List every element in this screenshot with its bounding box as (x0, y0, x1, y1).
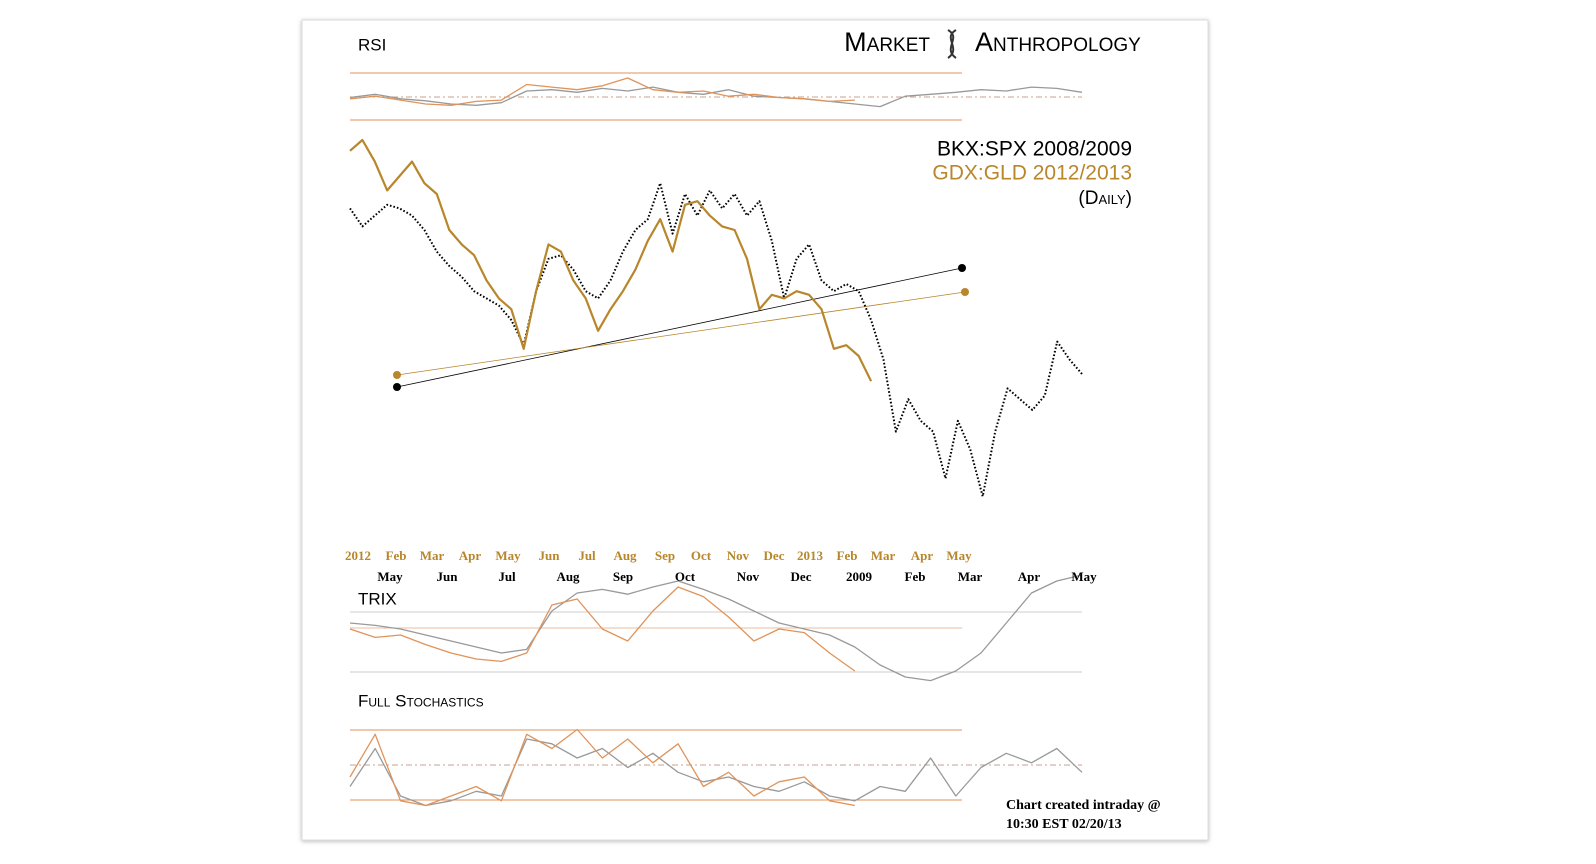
brand: Anthropology (975, 27, 1141, 57)
series-line (349, 182, 1083, 498)
x-tick-label: May (377, 569, 403, 584)
x-tick-label: Feb (837, 548, 858, 563)
note: Chart created intraday @ (1006, 798, 1161, 813)
x-tick-label: May (495, 548, 521, 563)
x-tick-label: Aug (556, 569, 580, 584)
legend-entry: GDX:GLD 2012/2013 (932, 162, 1132, 185)
legend-entry: BKX:SPX 2008/2009 (937, 138, 1132, 161)
panel-title: TRIX (358, 589, 397, 608)
x-tick-label: Mar (871, 548, 896, 563)
panel-title: RSI (358, 35, 386, 54)
x-tick-label: Apr (459, 548, 482, 563)
x-tick-label: Feb (905, 569, 926, 584)
series-line (349, 77, 855, 106)
panel-title: Full Stochastics (358, 691, 484, 710)
series-line (349, 586, 856, 672)
x-tick-label: Oct (691, 548, 712, 563)
x-tick-label: May (946, 548, 972, 563)
x-tick-label: Mar (958, 569, 983, 584)
annotation: (Daily) (1078, 188, 1132, 209)
series-line (349, 728, 855, 807)
x-tick-label: Apr (1018, 569, 1041, 584)
x-tick-label: Sep (655, 548, 675, 563)
frame (301, 19, 1209, 841)
note: 10:30 EST 02/20/13 (1006, 817, 1122, 832)
x-tick-label: 2013 (797, 548, 824, 563)
x-tick-label: Jul (498, 569, 516, 584)
x-tick-label: Jul (578, 548, 596, 563)
x-tick-label: Jun (437, 569, 459, 584)
brand: Market (844, 27, 930, 57)
x-tick-label: Apr (911, 548, 934, 563)
x-tick-label: Dec (791, 569, 812, 584)
trend-lines (393, 264, 969, 391)
x-tick-label: May (1071, 569, 1097, 584)
x-tick-label: 2012 (345, 548, 371, 563)
x-tick-label: Mar (420, 548, 445, 563)
x-tick-label: 2009 (846, 569, 873, 584)
x-tick-label: Dec (764, 548, 785, 563)
x-tick-label: Jun (539, 548, 561, 563)
x-tick-label: Nov (727, 548, 750, 563)
x-tick-label: Oct (675, 569, 696, 584)
series-line (349, 138, 873, 382)
x-tick-label: Aug (613, 548, 637, 563)
x-tick-label: Feb (386, 548, 407, 563)
brand-icon (947, 29, 957, 59)
series-line (349, 574, 1083, 682)
series-line (349, 86, 1083, 108)
x-tick-label: Nov (737, 569, 760, 584)
x-tick-label: Sep (613, 569, 633, 584)
